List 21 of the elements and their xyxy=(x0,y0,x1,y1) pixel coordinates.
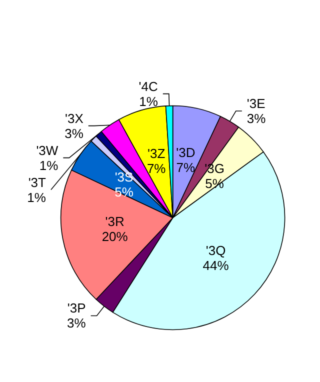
slice-label: '3D xyxy=(176,145,196,160)
slice-label: '3W xyxy=(36,142,59,158)
slice-label: '3P xyxy=(67,300,86,316)
slice-label: '3E xyxy=(246,96,266,112)
data-label: 7% xyxy=(146,161,166,176)
slice-label: '3S xyxy=(114,170,134,185)
data-label: 1% xyxy=(39,158,59,173)
data-label: 3% xyxy=(64,126,84,141)
data-label: 20% xyxy=(102,228,128,244)
slice-label: '3Z xyxy=(148,146,166,162)
slice-label: '3R xyxy=(105,214,124,229)
slice-label: '3Q xyxy=(206,243,226,258)
data-label: 3% xyxy=(246,111,266,126)
data-label: 44% xyxy=(202,258,230,274)
data-label: 1% xyxy=(139,94,158,109)
slice-label: '3T xyxy=(28,174,46,190)
slice-label: '3X xyxy=(64,110,84,126)
data-label: 3% xyxy=(67,316,86,331)
slice-label: '4C xyxy=(138,78,158,94)
data-label: 7% xyxy=(176,160,196,176)
data-label: 1% xyxy=(27,190,46,205)
